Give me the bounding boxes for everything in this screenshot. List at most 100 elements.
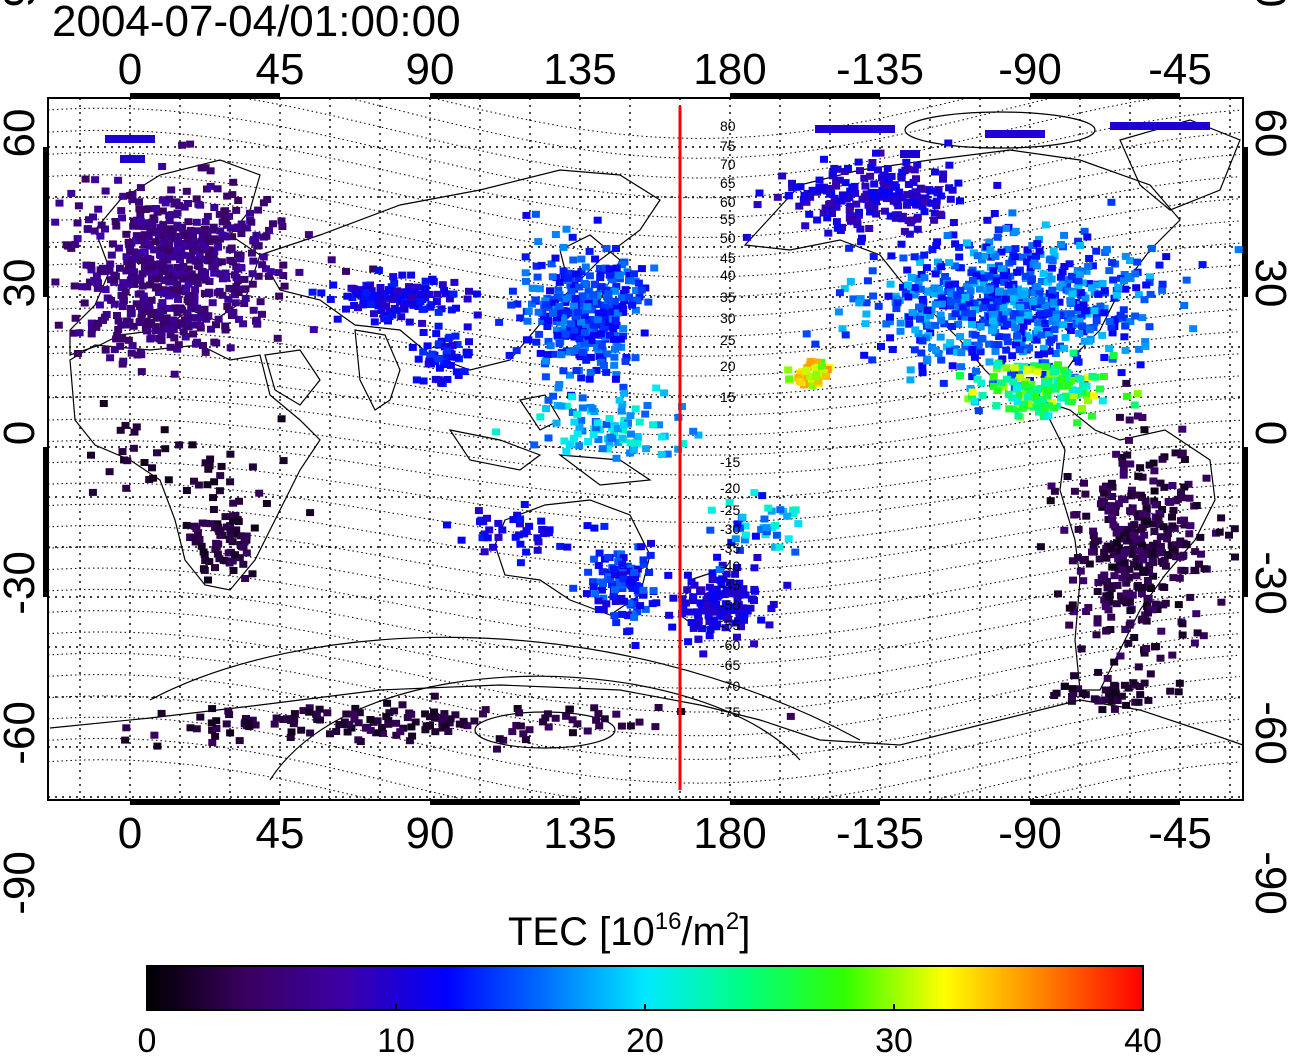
tec-cell [896,327,905,335]
tec-cell [931,300,940,308]
tec-cell [555,278,564,286]
tec-cell [1234,246,1243,254]
tec-cell [453,341,462,348]
tec-cell [976,348,985,356]
tec-cell [1074,277,1083,285]
tec-cell [872,198,880,206]
tec-cell [1088,372,1097,380]
tec-cell [1078,322,1086,330]
tec-cell [915,255,924,263]
tec-cell [605,271,614,279]
mag-lat-contour [48,461,1241,523]
tec-cell [132,423,141,431]
tec-cell [216,472,225,480]
tec-cell [232,206,241,214]
tec-cell [978,391,987,399]
tec-cell [1008,209,1017,217]
tec-cell [1202,474,1211,482]
tec-cell [168,316,177,324]
tec-cell [245,723,254,731]
tec-cell [841,179,850,187]
tec-cell [1072,299,1081,307]
tec-cell [1080,337,1089,345]
tec-cell [1022,302,1031,310]
tec-cell [522,548,531,556]
tec-cell [1113,582,1122,589]
tec-cell [140,231,149,239]
tec-cell [1102,544,1111,552]
tec-cell [965,299,974,307]
tec-cell [443,521,451,529]
tec-cell [616,335,625,343]
tec-cell [174,341,183,349]
tec-cell [332,728,341,735]
tec-cell [916,285,925,293]
tec-cell [349,285,358,293]
tec-cell [707,506,716,514]
tec-cell [733,633,741,641]
tec-cell [219,556,228,564]
tec-cell [558,314,567,321]
tec-cell [978,256,986,264]
tec-cell [907,274,916,281]
tec-cell [163,325,172,333]
tec-cell [991,293,1000,300]
tec-cell [594,562,603,569]
tec-cell [430,708,438,716]
tec-cell [566,348,574,356]
tec-cell [1056,283,1065,291]
tec-cell [262,232,271,240]
tec-cell [457,536,466,544]
tec-cell [366,726,375,734]
tec-cell [269,220,277,228]
tec-cell [137,314,146,322]
tec-cell [1024,311,1033,319]
mag-lat-contour [48,652,1241,737]
tec-cell [849,216,858,224]
tec-cell [389,296,397,304]
tec-cell [393,287,402,295]
tec-cell [426,713,434,721]
tec-cell [106,354,115,362]
tec-cell [624,419,632,427]
tec-cell [1003,338,1012,346]
tec-cell [1087,284,1096,292]
tec-cell [618,294,626,302]
tec-cell [832,198,841,206]
tec-cell [1142,543,1151,551]
tec-cell [563,543,572,551]
tec-cell [1047,275,1056,283]
tec-cell [543,710,552,718]
tec-cell [1134,663,1143,671]
tec-cell [738,513,747,521]
tec-cell [994,226,1003,234]
tec-cell [199,246,208,254]
tec-cell [1130,401,1139,409]
tec-cell [597,586,606,594]
tec-cell [136,317,145,325]
tec-cell [1048,286,1057,294]
tec-cell [186,724,195,732]
tec-cell [582,323,591,331]
tec-cell [118,333,127,341]
tec-cell [110,346,119,354]
tec-cell [1094,290,1103,298]
tec-cell [913,215,922,223]
tec-cell [174,239,182,247]
tec-cell [1049,298,1058,306]
tec-cell [208,739,217,746]
tec-cell [716,576,725,584]
tec-cell [1136,535,1145,543]
tec-cell [135,198,143,206]
tec-cell [1093,537,1102,545]
tec-cell [1025,388,1034,395]
tec-cell [567,288,576,295]
tec-cell [1081,490,1090,498]
tec-cell [119,297,128,305]
tec-cell [1149,541,1158,549]
tec-cell [418,319,427,327]
tec-cell [1004,308,1013,316]
tec-cell [1122,589,1131,597]
tec-cell [1060,344,1069,352]
tec-cell [1161,599,1170,607]
